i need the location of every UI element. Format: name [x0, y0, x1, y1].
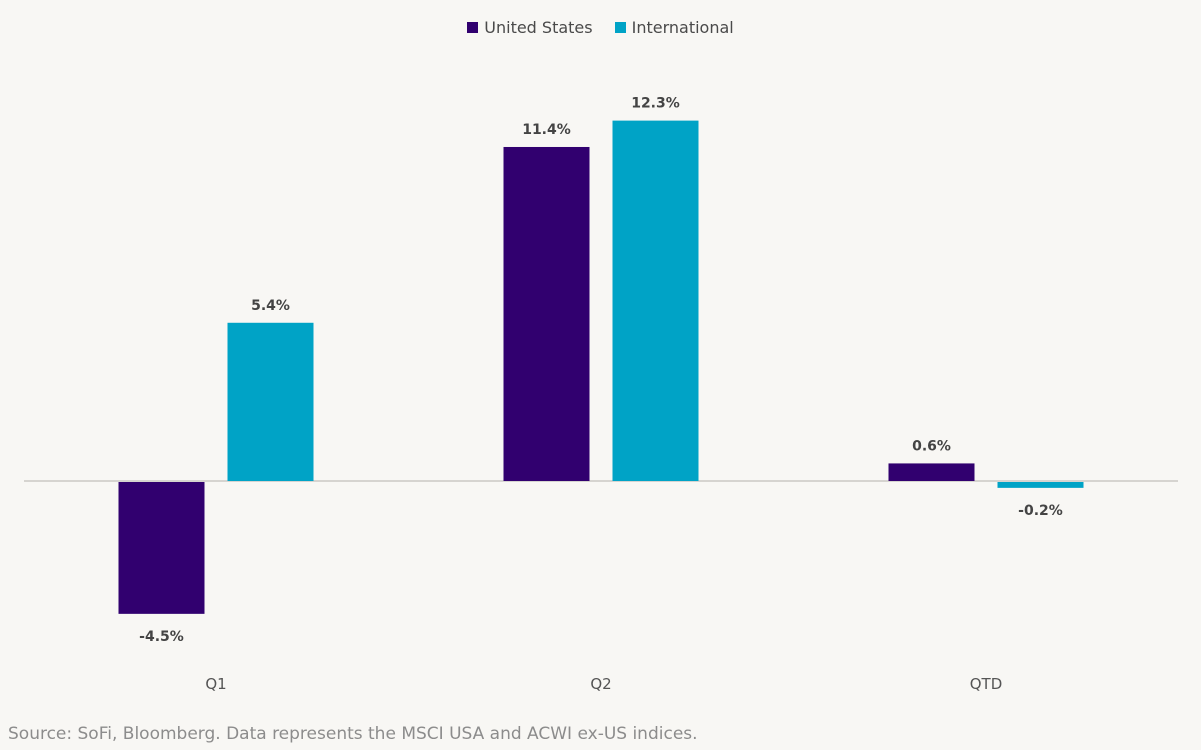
data-label-q1-united-states: -4.5%: [139, 629, 184, 645]
bar-q1-international: [227, 322, 314, 481]
bar-q2-international: [612, 120, 699, 482]
data-label-qtd-united-states: 0.6%: [912, 438, 951, 454]
source-note: Source: SoFi, Bloomberg. Data represents…: [8, 724, 698, 744]
legend-label-united-states: United States: [484, 18, 593, 37]
legend-swatch-international: [614, 22, 626, 33]
category-label-q1: Q1: [205, 675, 226, 693]
legend-item-international: International: [614, 18, 734, 37]
category-label-qtd: QTD: [970, 675, 1003, 693]
data-label-q2-international: 12.3%: [631, 96, 680, 112]
bar-q1-united-states: [118, 482, 205, 614]
bar-qtd-united-states: [888, 463, 975, 481]
bar-q2-united-states: [503, 146, 590, 482]
data-label-q2-united-states: 11.4%: [522, 122, 571, 138]
chart-legend: United States International: [0, 18, 1201, 37]
data-label-qtd-international: -0.2%: [1018, 503, 1063, 519]
data-label-q1-international: 5.4%: [251, 298, 290, 314]
category-label-q2: Q2: [590, 675, 611, 693]
legend-swatch-united-states: [467, 22, 479, 33]
bar-qtd-international: [997, 482, 1084, 488]
legend-label-international: International: [631, 18, 734, 37]
legend-item-united-states: United States: [467, 18, 593, 37]
